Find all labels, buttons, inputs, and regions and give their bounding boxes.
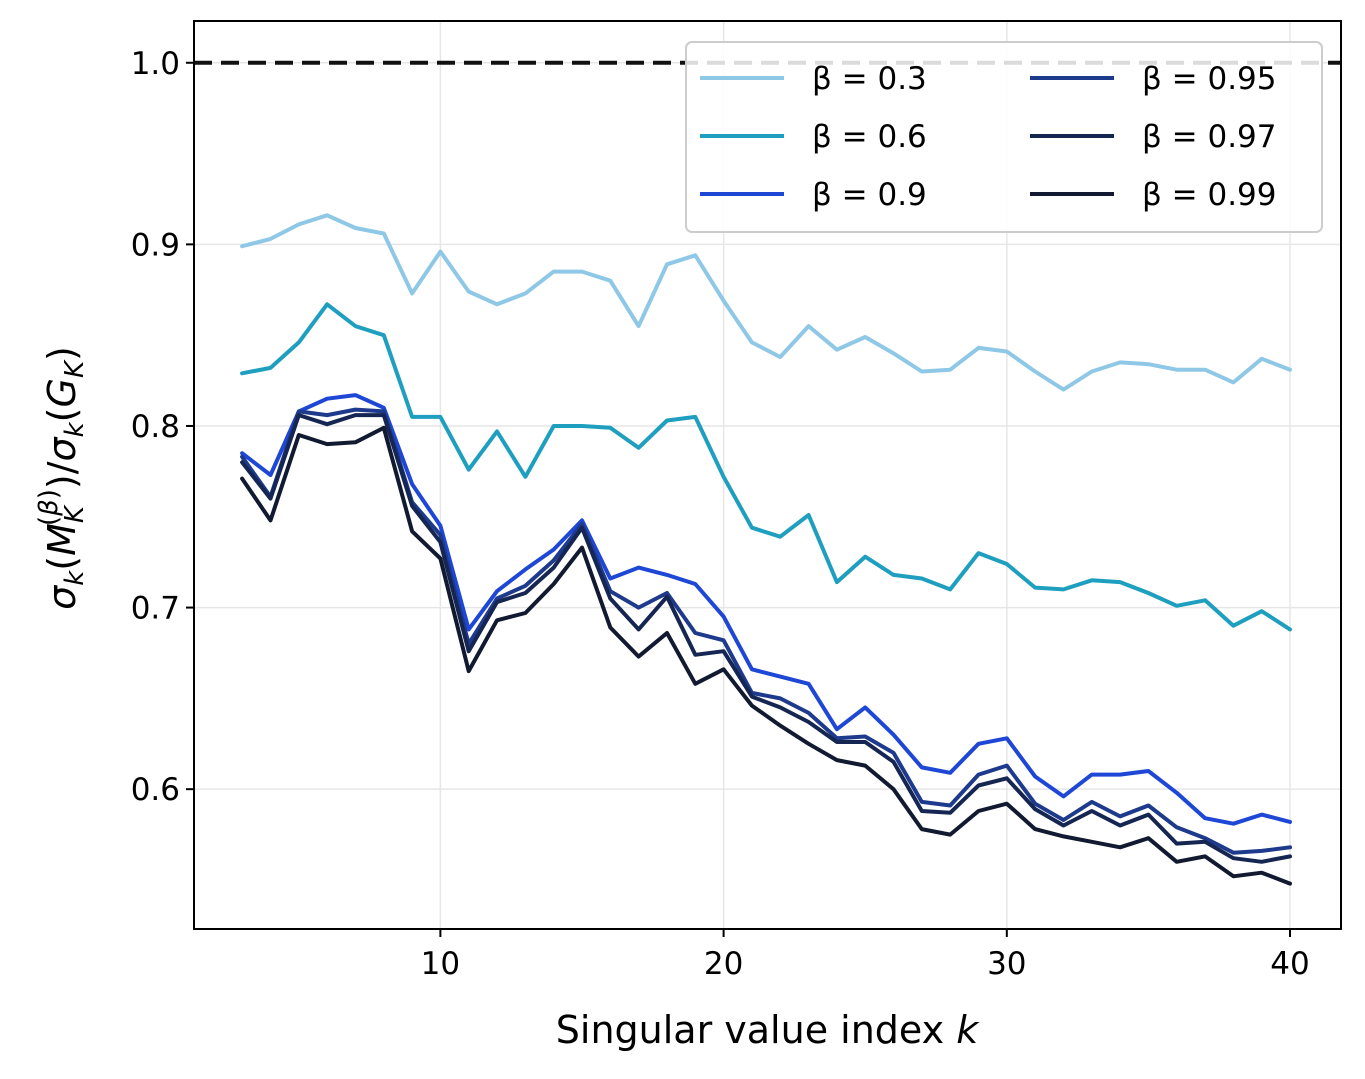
x-axis-ticks: 10 20 30 40 xyxy=(421,929,1310,982)
legend-box xyxy=(685,41,1323,233)
y-axis-ticks: 0.6 0.7 0.8 0.9 1.0 xyxy=(131,46,194,808)
y-tick-label-3: 0.9 xyxy=(131,227,180,263)
series-line-5 xyxy=(240,425,1292,886)
legend-label-5: β = 0.99 xyxy=(1142,177,1277,213)
y-axis-title: σk(MK(β))/σk(GK) xyxy=(34,346,90,610)
series-group xyxy=(240,213,1292,886)
series-line-2 xyxy=(240,393,1292,826)
series-line-3 xyxy=(240,407,1292,855)
y-tick-label-0: 0.6 xyxy=(131,772,180,808)
y-tick-label-2: 0.8 xyxy=(131,409,180,445)
x-tick-label-3: 40 xyxy=(1270,946,1309,982)
legend: β = 0.3 β = 0.6 β = 0.9 β = 0.95 β = 0.97 β =… xyxy=(685,41,1323,233)
series-line-0 xyxy=(240,213,1292,392)
y-tick-label-1: 0.7 xyxy=(131,591,180,627)
y-tick-label-4: 1.0 xyxy=(131,46,180,82)
plot-frame xyxy=(193,20,1342,930)
legend-label-4: β = 0.97 xyxy=(1142,119,1277,155)
series-line-4 xyxy=(240,413,1292,864)
x-tick-label-0: 10 xyxy=(421,946,460,982)
x-tick-label-2: 30 xyxy=(987,946,1026,982)
legend-label-1: β = 0.6 xyxy=(812,119,927,155)
legend-label-0: β = 0.3 xyxy=(812,61,927,97)
x-axis-title-text: Singular value index xyxy=(556,1008,956,1052)
legend-label-2: β = 0.9 xyxy=(812,177,927,213)
x-axis-title-k: k xyxy=(956,1008,980,1052)
legend-label-3: β = 0.95 xyxy=(1142,61,1277,97)
x-tick-label-1: 20 xyxy=(704,946,743,982)
x-axis-title: Singular value index k xyxy=(556,1008,980,1052)
series-line-1 xyxy=(240,302,1292,632)
